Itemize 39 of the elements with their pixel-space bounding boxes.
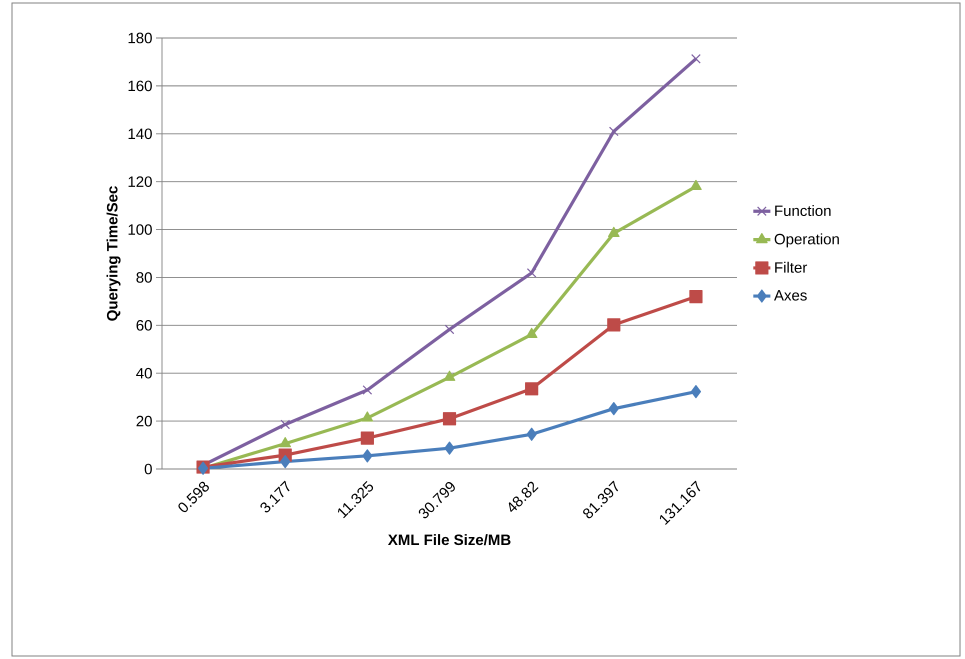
point [279, 437, 292, 448]
point [442, 412, 456, 426]
legend-label: Filter [775, 262, 808, 273]
y-tick-label: 20 [136, 416, 152, 426]
y-tick-label: 100 [128, 224, 152, 235]
point [360, 432, 374, 445]
y-tick-label: 160 [128, 80, 152, 92]
legend-label: Operation [774, 233, 839, 248]
point [690, 180, 702, 190]
point [362, 449, 372, 462]
y-axis-title: Querying Time/Sec [106, 186, 121, 321]
y-tick-label: 80 [136, 272, 152, 283]
point [444, 370, 456, 381]
point [608, 226, 620, 237]
y-tick-label: 140 [128, 128, 152, 140]
y-tick-label: 180 [128, 32, 152, 44]
legend-label: Axes [774, 290, 807, 301]
y-tick-label: 40 [136, 368, 152, 379]
y-tick-label: 120 [128, 176, 152, 187]
point [608, 126, 619, 136]
point [607, 318, 620, 332]
point [608, 402, 619, 416]
point [526, 428, 537, 441]
point [691, 54, 701, 64]
point [525, 382, 538, 396]
point [526, 328, 538, 338]
y-tick-label: 0 [144, 464, 152, 474]
point [690, 385, 702, 398]
point [526, 268, 536, 278]
y-tick-label: 60 [136, 320, 152, 331]
x-axis-title: XML File Size/MB [388, 534, 510, 546]
legend-label: Function [775, 205, 831, 216]
point [280, 454, 290, 468]
point [444, 442, 455, 455]
point [362, 411, 374, 422]
point [362, 385, 372, 395]
point [689, 290, 703, 304]
point [280, 420, 290, 430]
point [444, 324, 454, 334]
